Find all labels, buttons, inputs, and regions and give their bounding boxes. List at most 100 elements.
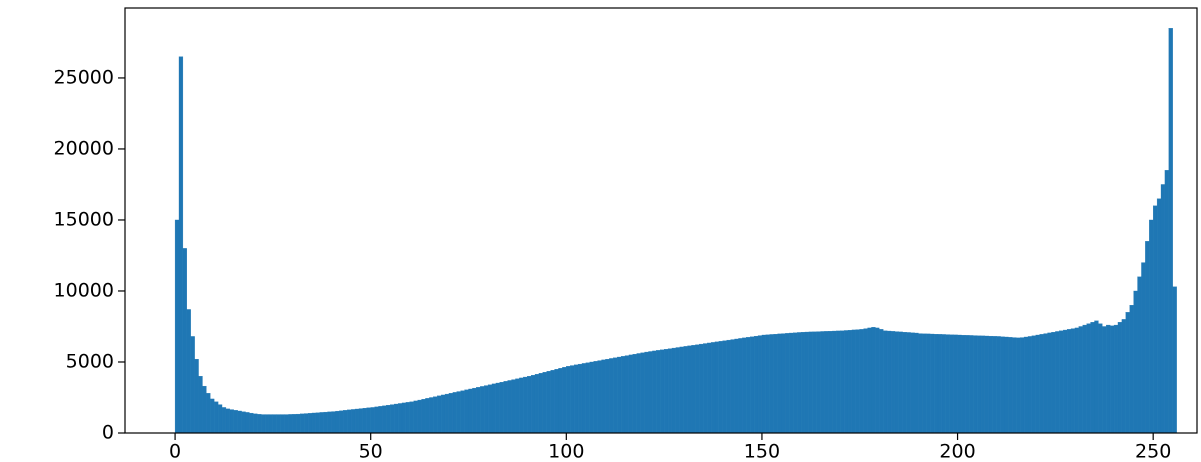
bar (280, 414, 285, 434)
bar (781, 333, 786, 434)
bar (386, 405, 391, 434)
bar (1012, 337, 1017, 434)
bar (667, 348, 673, 434)
bar (515, 378, 520, 434)
bar (1023, 336, 1029, 434)
bar (480, 386, 485, 434)
bar (785, 333, 790, 434)
bar (597, 360, 602, 434)
bar (980, 335, 986, 434)
bar (875, 327, 880, 434)
bar (632, 354, 637, 434)
y-tick-label: 0 (102, 422, 114, 444)
bar (468, 388, 473, 434)
bar (1133, 290, 1138, 434)
bar (828, 331, 833, 434)
x-tick-label: 200 (939, 441, 975, 462)
bar (636, 353, 641, 434)
bar (753, 335, 759, 434)
bar (730, 339, 735, 434)
bar (746, 337, 751, 434)
bar (370, 407, 375, 434)
bar (714, 341, 720, 434)
bar (988, 335, 993, 434)
bar (859, 329, 864, 434)
bar (394, 403, 399, 434)
bar (530, 375, 536, 434)
bar (343, 410, 348, 434)
bar (397, 403, 403, 434)
bar (542, 372, 547, 434)
bar (793, 332, 798, 434)
bar (620, 356, 626, 434)
bar (593, 361, 598, 434)
bar (311, 412, 317, 434)
bar (589, 361, 594, 434)
bar (1074, 327, 1079, 434)
bar (640, 352, 645, 434)
bar (354, 408, 360, 434)
bar (898, 331, 903, 434)
bar (820, 331, 825, 434)
bar (253, 413, 258, 434)
bar (937, 334, 943, 434)
bar (261, 414, 266, 434)
bar (644, 351, 649, 434)
bar (174, 219, 180, 434)
bar (656, 350, 661, 434)
bar (663, 349, 669, 434)
bar (1113, 324, 1119, 434)
bar (965, 335, 970, 434)
bar (1043, 333, 1048, 434)
bar (499, 382, 504, 434)
bar (1149, 219, 1154, 434)
bar (687, 345, 692, 434)
bar (941, 334, 946, 434)
bar (624, 355, 630, 434)
bar (1164, 170, 1169, 434)
bar (1031, 335, 1036, 434)
bar (1070, 328, 1076, 434)
bar (1039, 334, 1044, 434)
bar (378, 406, 383, 434)
bar (382, 405, 387, 434)
bar (347, 409, 352, 434)
bar (855, 329, 860, 434)
bar (558, 368, 563, 434)
bar (1063, 329, 1068, 434)
bar (307, 413, 313, 434)
bar (249, 412, 254, 434)
bar (429, 397, 434, 434)
bar (871, 327, 876, 434)
bar (902, 332, 907, 434)
bar (957, 334, 962, 434)
bar (910, 332, 915, 434)
bar (851, 329, 856, 434)
x-tick-label: 250 (1135, 441, 1171, 462)
bar (710, 342, 716, 434)
bar (577, 363, 583, 434)
bar (914, 332, 919, 434)
bar (683, 346, 688, 434)
bar (808, 331, 813, 434)
bar (773, 334, 778, 434)
bar (961, 334, 966, 434)
bar (327, 411, 332, 434)
y-tick-label: 25000 (54, 66, 114, 88)
bar (1004, 336, 1009, 434)
bar (648, 351, 653, 434)
bar (237, 410, 242, 434)
bar (495, 382, 500, 434)
bar (214, 401, 219, 434)
y-tick-label: 15000 (54, 208, 114, 230)
bar (750, 336, 755, 434)
bar (816, 331, 821, 434)
bar (765, 334, 770, 434)
bar (734, 338, 739, 434)
bar (1098, 323, 1103, 434)
bar (1059, 330, 1064, 434)
bar (581, 363, 587, 434)
bar (973, 335, 978, 434)
bar (425, 398, 430, 434)
bar (358, 408, 364, 434)
